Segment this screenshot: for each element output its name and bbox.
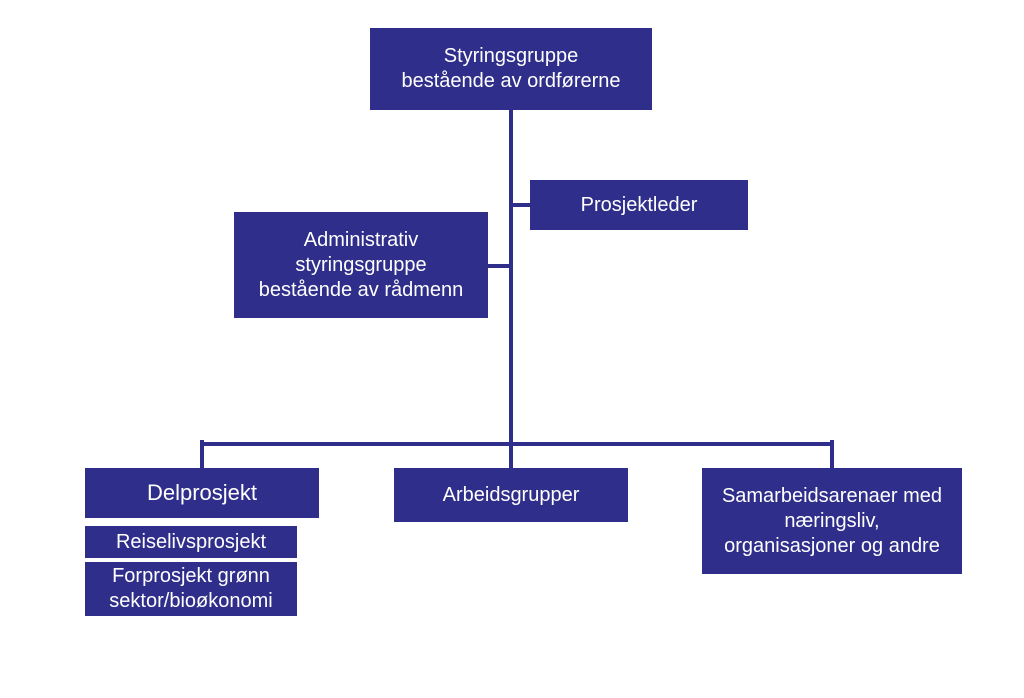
org-chart: Styringsgruppe bestående av ordførerne Ad… [0, 0, 1024, 698]
node-leader: Prosjektleder [530, 180, 748, 230]
node-top: Styringsgruppe bestående av ordførerne [370, 28, 652, 110]
node-admin: Administrativ styringsgruppe bestående a… [234, 212, 488, 318]
node-arbeid: Arbeidsgrupper [394, 468, 628, 522]
node-reiseliv: Reiselivsprosjekt [85, 526, 297, 558]
node-samarbeid: Samarbeidsarenaer med næringsliv, organi… [702, 468, 962, 574]
node-delprosjekt: Delprosjekt [85, 468, 319, 518]
node-forprosjekt: Forprosjekt grønn sektor/bioøkonomi [85, 562, 297, 616]
